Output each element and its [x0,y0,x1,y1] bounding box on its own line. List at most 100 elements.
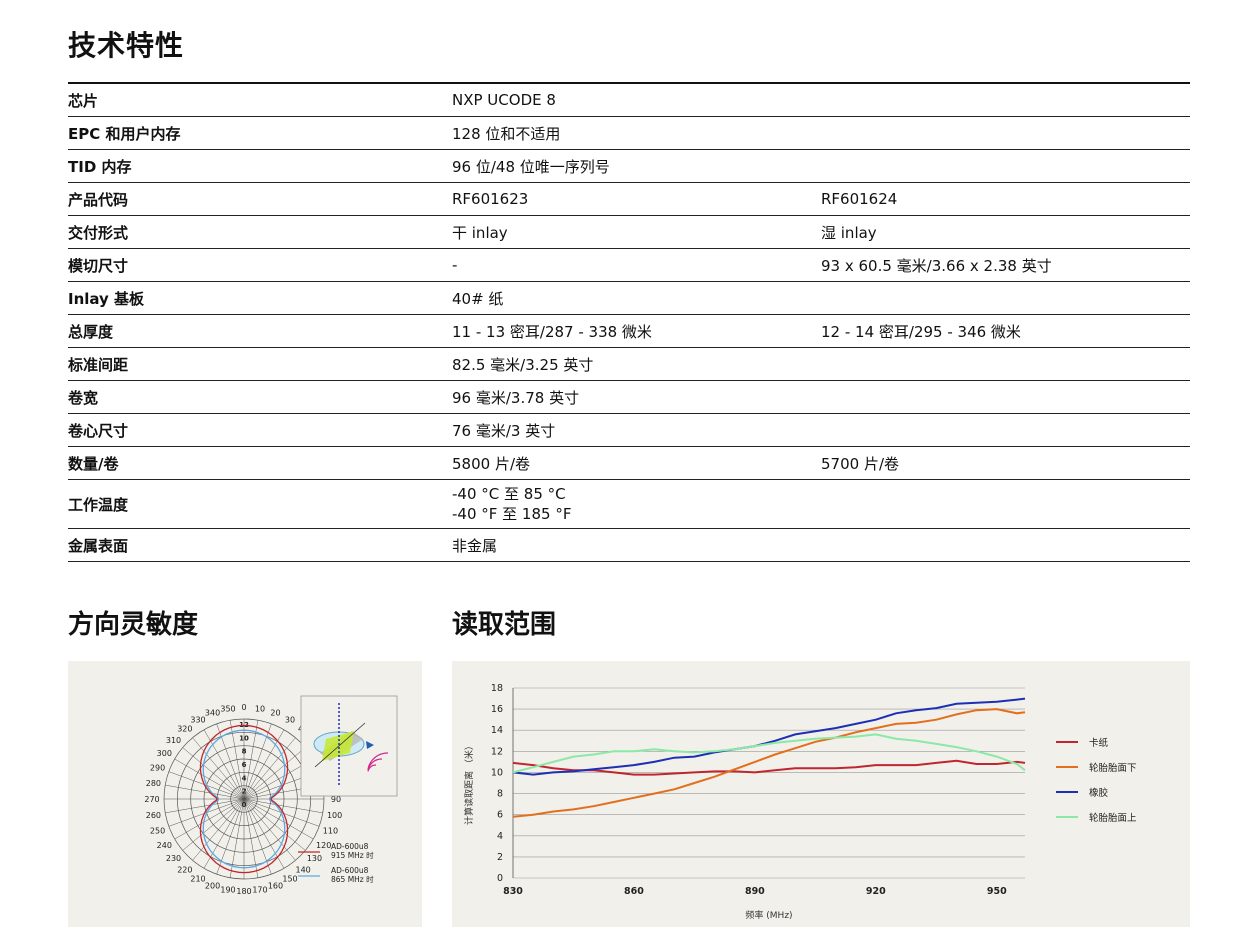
spec-value-2: 93 x 60.5 毫米/3.66 x 2.38 英寸 [821,248,1190,282]
spec-value-1: 128 位和不适用 [452,116,821,150]
spec-value-line: -40 °C 至 85 °C [452,485,566,503]
polar-angle-label: 240 [157,841,172,850]
polar-spoke [243,747,306,800]
legend-label: 卡纸 [1089,737,1109,749]
spec-row: EPC 和用户内存 128 位和不适用 [68,116,1190,150]
polar-spoke [192,798,245,861]
polar-angle-label: 180 [236,887,251,896]
spec-value-2: 湿 inlay [821,215,1190,249]
spec-key: EPC 和用户内存 [68,116,452,150]
spec-value-1: 40# 纸 [452,281,821,315]
polar-spoke [243,798,259,878]
spec-row: 金属表面 非金属 [68,528,1190,562]
polar-angle-label: 20 [270,709,280,718]
spec-key: 模切尺寸 [68,248,452,282]
directional-title: 方向灵敏度 [68,610,199,640]
polar-spoke [243,720,259,800]
page-title: 技术特性 [68,29,185,62]
spec-row: 产品代码 RF601623 RF601624 [68,182,1190,216]
polar-angle-label: 90 [331,795,341,804]
polar-angle-label: 310 [166,736,181,745]
polar-angle-label: 270 [144,795,159,804]
spec-key: 工作温度 [68,479,452,529]
y-tick-label: 8 [497,789,503,800]
spec-row: 芯片 NXP UCODE 8 [68,82,1190,117]
spec-value-1: 76 毫米/3 英寸 [452,413,821,447]
polar-angle-label: 330 [190,715,205,724]
polar-chart: 0102030405060708090100110120130140150160… [144,695,398,896]
polar-spoke [229,798,245,878]
polar-spoke [243,798,296,861]
spec-value-2 [821,149,1190,183]
spec-value-1: 干 inlay [452,215,821,249]
polar-angle-label: 120 [316,841,331,850]
polar-angle-label: 230 [166,854,181,863]
polar-spoke [243,798,323,814]
spec-value-2: 12 - 14 密耳/295 - 346 微米 [821,314,1190,348]
polar-angle-label: 350 [220,704,235,713]
polar-angle-label: 110 [323,826,338,835]
spec-value-1: NXP UCODE 8 [452,82,821,117]
directional-sensitivity-panel: 0102030405060708090100110120130140150160… [68,661,422,927]
spec-row: 卷心尺寸 76 毫米/3 英寸 [68,413,1190,447]
legend-label: 轮胎胎面下 [1089,762,1137,774]
polar-angle-label: 130 [307,854,322,863]
polar-legend-line1: AD-600u8 [331,842,369,851]
polar-spoke [243,798,306,851]
polar-legend-line2: 915 MHz 时 [331,850,374,860]
spec-row: 交付形式干 inlay 湿 inlay [68,215,1190,249]
spec-row: 工作温度 -40 °C 至 85 °C -40 °F 至 185 °F [68,479,1190,529]
y-tick-label: 18 [491,683,503,694]
spec-row: 模切尺寸 -93 x 60.5 毫米/3.66 x 2.38 英寸 [68,248,1190,282]
polar-curve-915 [199,724,289,874]
spec-key: 标准间距 [68,347,452,381]
x-axis-label: 频率 (MHz) [745,909,792,921]
polar-grid [163,718,325,880]
polar-legend-line1: AD-600u8 [331,866,369,875]
spec-value-2 [821,82,1190,117]
spec-value-2: 5700 片/卷 [821,446,1190,480]
polar-spoke [165,784,245,800]
signal-wave [367,752,389,770]
x-tick-label: 890 [745,886,765,897]
spec-row: Inlay 基板 40# 纸 [68,281,1190,315]
polar-spoke [192,737,245,800]
legend-label: 橡胶 [1089,787,1109,799]
spec-value-2 [821,347,1190,381]
spec-key: 产品代码 [68,182,452,216]
spec-value-2 [821,281,1190,315]
spec-value-line: -40 °F 至 185 °F [452,505,572,523]
y-axis-label: 计算读取距离 （米） [463,741,475,825]
spec-value-2 [821,413,1190,447]
spec-row: 数量/卷 5800 片/卷 5700 片/卷 [68,446,1190,480]
y-tick-label: 6 [497,810,503,821]
polar-spoke [182,747,245,800]
polar-radial-label: 10 [239,734,249,742]
polar-angle-label: 290 [150,764,165,773]
spec-row: 标准间距 82.5 毫米/3.25 英寸 [68,347,1190,381]
range-title: 读取范围 [452,610,557,640]
series-line [512,733,1026,774]
polar-angle-label: 170 [252,886,267,895]
spec-value-1: 96 位/48 位唯一序列号 [452,149,821,183]
polar-angle-label: 210 [190,875,205,884]
polar-angle-label: 300 [157,749,172,758]
polar-radial-label: 8 [242,748,247,756]
spec-value-1: -40 °C 至 85 °C -40 °F 至 185 °F [452,479,821,529]
spec-value-2 [821,116,1190,150]
polar-angle-label: 280 [146,779,161,788]
spec-value-2 [821,380,1190,414]
polar-angle-label: 100 [327,811,342,820]
x-tick-label: 860 [624,886,644,897]
polar-angle-label: 150 [282,875,297,884]
y-tick-label: 10 [491,767,503,778]
spec-value-1: RF601623 [452,182,821,216]
polar-radial-label: 4 [242,774,247,782]
spec-key: 金属表面 [68,528,452,562]
polar-spoke [174,758,245,800]
polar-legend-line2: 865 MHz 时 [331,874,374,884]
legend-label: 轮胎胎面上 [1089,812,1137,824]
polar-spoke [165,798,245,814]
spec-value-1: 96 毫米/3.78 英寸 [452,380,821,414]
read-range-panel: 0 2 4 6 8 10 12 14 16 18 830 860 890 920 950 频率 (MHz) 计算… [452,661,1190,927]
